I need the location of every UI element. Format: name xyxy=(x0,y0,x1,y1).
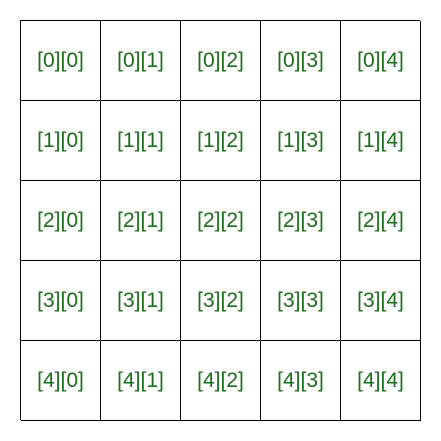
grid-cell-4-4: [4][4] xyxy=(341,341,421,421)
grid-cell-1-2: [1][2] xyxy=(181,101,261,181)
grid-cell-3-4: [3][4] xyxy=(341,261,421,341)
grid-cell-1-1: [1][1] xyxy=(101,101,181,181)
grid-cell-0-3: [0][3] xyxy=(261,21,341,101)
grid-cell-0-4: [0][4] xyxy=(341,21,421,101)
grid-cell-2-0: [2][0] xyxy=(21,181,101,261)
grid-cell-4-3: [4][3] xyxy=(261,341,341,421)
grid-cell-3-0: [3][0] xyxy=(21,261,101,341)
grid-cell-0-1: [0][1] xyxy=(101,21,181,101)
grid-cell-2-3: [2][3] xyxy=(261,181,341,261)
grid-cell-4-0: [4][0] xyxy=(21,341,101,421)
grid-cell-3-3: [3][3] xyxy=(261,261,341,341)
grid-cell-0-0: [0][0] xyxy=(21,21,101,101)
grid-cell-1-4: [1][4] xyxy=(341,101,421,181)
grid-cell-3-2: [3][2] xyxy=(181,261,261,341)
grid-cell-0-2: [0][2] xyxy=(181,21,261,101)
grid-cell-2-1: [2][1] xyxy=(101,181,181,261)
grid-cell-2-4: [2][4] xyxy=(341,181,421,261)
grid-cell-4-2: [4][2] xyxy=(181,341,261,421)
grid-cell-1-3: [1][3] xyxy=(261,101,341,181)
grid-cell-1-0: [1][0] xyxy=(21,101,101,181)
grid-cell-3-1: [3][1] xyxy=(101,261,181,341)
grid-table: [0][0] [0][1] [0][2] [0][3] [0][4] [1][0… xyxy=(20,20,421,421)
grid-cell-2-2: [2][2] xyxy=(181,181,261,261)
grid-cell-4-1: [4][1] xyxy=(101,341,181,421)
